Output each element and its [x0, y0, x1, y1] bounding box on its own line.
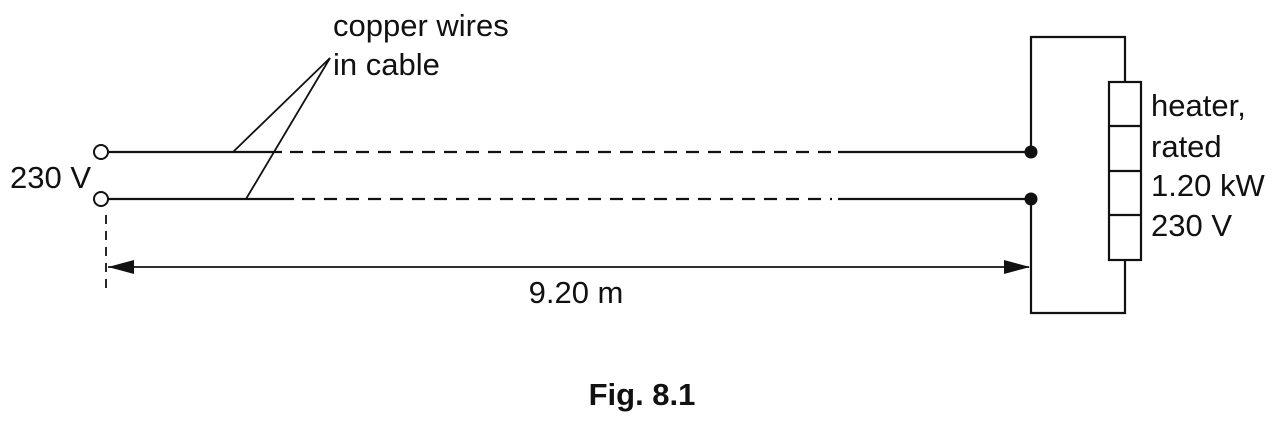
- in-cable-label: in cable: [333, 47, 440, 82]
- heater-label-line2: rated: [1151, 129, 1222, 164]
- supply-voltage-label: 230 V: [10, 160, 91, 195]
- arrowhead-right: [1004, 260, 1030, 274]
- heater-label-line1: heater,: [1151, 88, 1246, 123]
- figure-caption: Fig. 8.1: [589, 377, 696, 412]
- heater-label-line4: 230 V: [1151, 208, 1232, 243]
- leader-line-top: [232, 57, 331, 153]
- leader-line-bottom: [245, 57, 331, 200]
- heater-label-line3: 1.20 kW: [1151, 168, 1265, 203]
- terminal-bottom: [93, 191, 109, 207]
- terminal-top: [93, 144, 109, 160]
- heater-circuit-frame: [1029, 35, 1127, 315]
- arrowhead-left: [108, 260, 134, 274]
- copper-wires-label: copper wires: [333, 8, 509, 43]
- length-label: 9.20 m: [529, 275, 624, 310]
